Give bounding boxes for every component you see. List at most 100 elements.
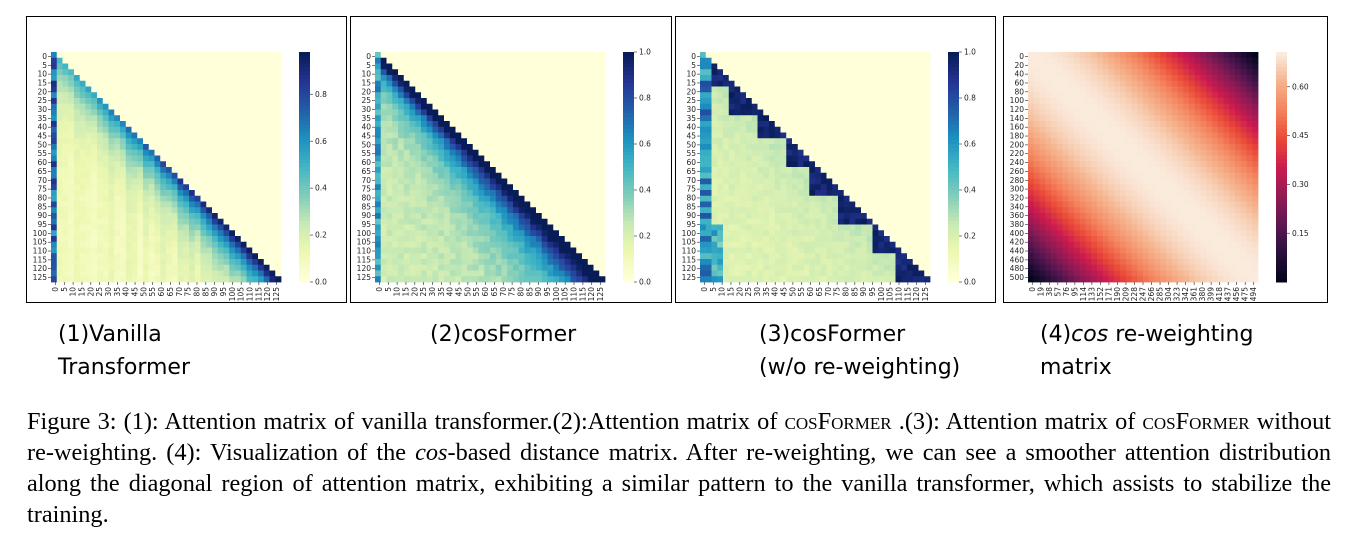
heatmap-cell <box>541 247 548 254</box>
heatmap-cell <box>861 230 868 237</box>
heatmap-cell <box>751 201 758 208</box>
heatmap-cell <box>797 253 804 260</box>
heatmap-cell <box>728 253 735 260</box>
heatmap-cell <box>501 247 508 254</box>
heatmap-cell <box>246 57 253 64</box>
heatmap-cell <box>490 80 497 87</box>
colorbar-segment <box>623 197 634 202</box>
heatmap-cell <box>269 264 276 271</box>
heatmap-cell <box>223 144 230 151</box>
heatmap-cell <box>467 80 474 87</box>
heatmap-cell <box>878 201 885 208</box>
colorbar-segment <box>623 147 634 153</box>
heatmap-cell <box>895 86 902 93</box>
heatmap-cell <box>786 190 793 197</box>
heatmap-cell <box>217 241 224 248</box>
heatmap-cell <box>763 138 770 145</box>
heatmap-cell <box>217 207 224 214</box>
heatmap-cell <box>872 178 879 185</box>
heatmap-cell <box>438 52 445 59</box>
heatmap-cell <box>229 63 236 70</box>
heatmap-cell <box>148 109 155 116</box>
heatmap-cell <box>838 201 845 208</box>
heatmap-cell <box>79 149 86 156</box>
heatmap-cell <box>62 218 69 225</box>
heatmap-cell <box>97 52 104 59</box>
heatmap-cell <box>746 224 753 231</box>
heatmap-cell <box>478 201 485 208</box>
heatmap-cell <box>258 86 265 93</box>
heatmap-cell <box>734 103 741 110</box>
heatmap-cell <box>56 213 63 220</box>
heatmap-cell <box>484 121 491 128</box>
heatmap-cell <box>513 276 520 283</box>
heatmap-cell <box>240 149 247 156</box>
heatmap-cell <box>398 201 405 208</box>
heatmap-cell <box>774 201 781 208</box>
heatmap-cell <box>51 247 58 254</box>
heatmap-cell <box>895 132 902 139</box>
y-tick-label: 30 <box>361 105 371 114</box>
y-tick-label: 5 <box>366 61 371 70</box>
heatmap-cell <box>194 92 201 99</box>
heatmap-cell <box>438 195 445 202</box>
heatmap-cell <box>495 115 502 122</box>
heatmap-cell <box>258 144 265 151</box>
heatmap-cell <box>797 167 804 174</box>
heatmap-cell <box>478 109 485 116</box>
heatmap-cell <box>780 253 787 260</box>
heatmap-cell <box>461 184 468 191</box>
heatmap-cell <box>252 52 259 59</box>
heatmap-cell <box>809 138 816 145</box>
heatmap-cell <box>576 195 583 202</box>
heatmap-cell <box>125 80 132 87</box>
heatmap-cell <box>85 178 92 185</box>
heatmap-cell <box>559 86 566 93</box>
heatmap-cell <box>183 253 190 260</box>
heatmap-cell <box>449 86 456 93</box>
colorbar-segment <box>299 155 310 160</box>
heatmap-cell <box>872 213 879 220</box>
heatmap-cell <box>56 236 63 243</box>
heatmap-cell <box>269 161 276 168</box>
heatmap-cell <box>792 63 799 70</box>
heatmap-cell <box>912 75 919 82</box>
heatmap-cell <box>524 270 531 277</box>
heatmap-cell <box>269 138 276 145</box>
heatmap-cell <box>415 63 422 70</box>
heatmap-cell <box>235 195 242 202</box>
heatmap-cell <box>386 178 393 185</box>
heatmap-cell <box>889 241 896 248</box>
heatmap-cell <box>258 230 265 237</box>
heatmap-cell <box>68 236 75 243</box>
heatmap-cell <box>518 167 525 174</box>
heatmap-cell <box>582 236 589 243</box>
heatmap-cell <box>861 149 868 156</box>
heatmap-cell <box>171 236 178 243</box>
x-tick-label: 50 <box>463 287 472 297</box>
heatmap-cell <box>711 92 718 99</box>
heatmap-cell <box>536 172 543 179</box>
heatmap-cell <box>114 121 121 128</box>
heatmap-cell <box>200 276 207 283</box>
heatmap-cell <box>275 98 282 105</box>
heatmap-cell <box>392 259 399 266</box>
heatmap-cell <box>461 69 468 76</box>
heatmap-cell <box>889 178 896 185</box>
heatmap-cell <box>143 149 150 156</box>
heatmap-cell <box>217 75 224 82</box>
heatmap-cell <box>102 138 109 145</box>
heatmap-cell <box>792 52 799 59</box>
heatmap-cell <box>912 121 919 128</box>
heatmap-cell <box>553 190 560 197</box>
heatmap-cell <box>599 52 606 59</box>
heatmap-cell <box>120 80 127 87</box>
heatmap-cell <box>524 178 531 185</box>
heatmap-cell <box>901 224 908 231</box>
heatmap-cell <box>380 144 387 151</box>
heatmap-cell <box>269 98 276 105</box>
heatmap-cell <box>415 69 422 76</box>
heatmap-cell <box>68 126 75 133</box>
heatmap-cell <box>263 190 270 197</box>
heatmap-cell <box>826 103 833 110</box>
